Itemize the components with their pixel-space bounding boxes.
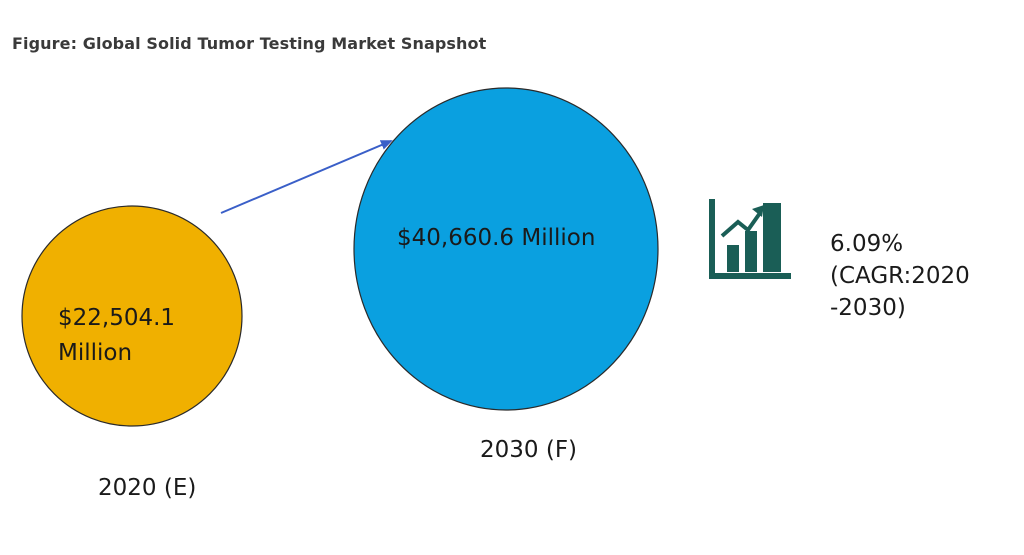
figure-title: Figure: Global Solid Tumor Testing Marke… xyxy=(12,34,487,53)
year-label-2030: 2030 (F) xyxy=(480,437,577,463)
cagr-period-line1: (CAGR:2020 xyxy=(830,263,970,289)
bubble-2030 xyxy=(353,87,659,411)
bar-chart-growth-icon xyxy=(709,199,791,279)
cagr-block: 6.09% (CAGR:2020 -2030) xyxy=(830,228,970,324)
bubble-2020-unit-label: Million xyxy=(58,340,132,366)
cagr-value: 6.09% xyxy=(830,231,904,257)
year-label-2020: 2020 (E) xyxy=(98,475,196,501)
bubble-2030-value-label: $40,660.6 Million xyxy=(397,225,595,251)
bubble-2020 xyxy=(21,205,243,427)
growth-arrow xyxy=(220,140,393,214)
cagr-period-line2: -2030) xyxy=(830,295,906,321)
bubble-2020-value-label: $22,504.1 xyxy=(58,305,175,331)
